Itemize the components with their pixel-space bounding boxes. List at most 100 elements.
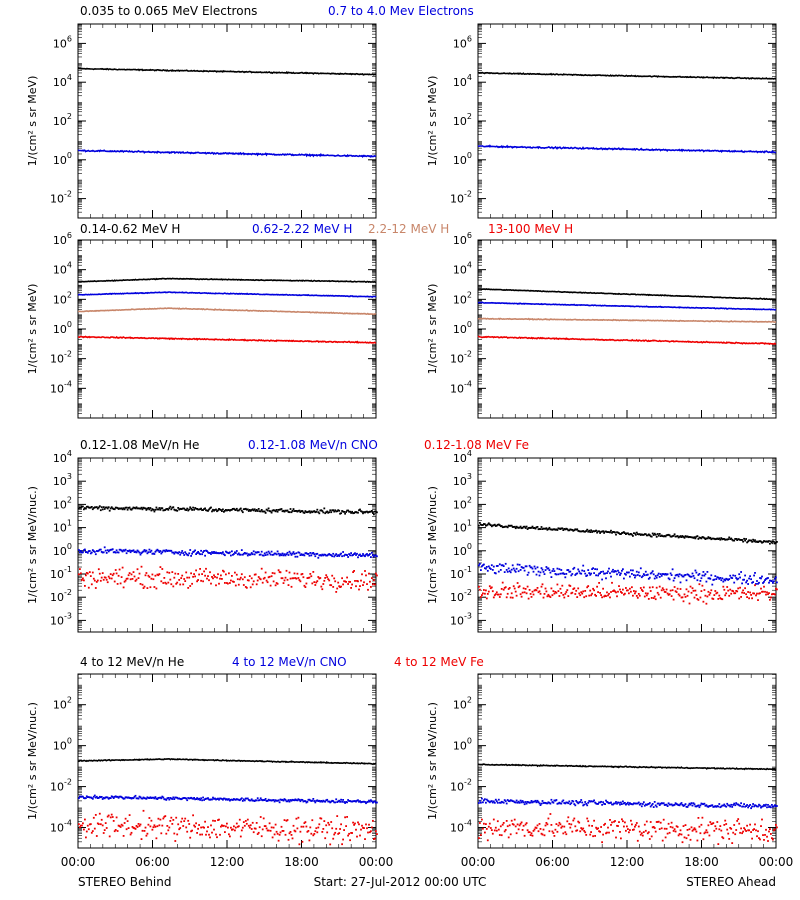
data-point: [490, 800, 493, 802]
data-point: [326, 576, 329, 578]
data-point: [663, 804, 666, 806]
data-point: [759, 540, 761, 542]
data-point: [706, 571, 709, 573]
data-point: [335, 553, 338, 555]
data-point: [230, 798, 232, 801]
data-point: [511, 596, 514, 599]
data-point: [644, 533, 647, 536]
data-point: [629, 533, 631, 536]
data-point: [228, 572, 230, 575]
data-point: [257, 508, 260, 510]
data-point: [511, 526, 514, 528]
data-point: [506, 592, 509, 595]
data-point: [275, 799, 278, 802]
data-point: [202, 580, 204, 583]
data-point: [110, 813, 113, 816]
data-point: [568, 800, 571, 803]
data-point: [737, 577, 740, 580]
data-point: [553, 799, 556, 802]
data-point: [223, 797, 225, 800]
data-point: [498, 834, 501, 836]
data-point: [744, 574, 746, 577]
data-point: [79, 826, 81, 829]
data-point: [563, 802, 566, 804]
data-point: [355, 828, 357, 831]
data-point: [574, 593, 577, 595]
data-point: [149, 796, 152, 799]
data-point: [131, 578, 134, 580]
data-point: [336, 815, 339, 817]
data-point: [345, 553, 347, 556]
data-point: [103, 576, 106, 579]
data-point: [516, 801, 519, 804]
data-point: [741, 591, 743, 594]
data-point: [258, 577, 261, 580]
data-point: [636, 533, 639, 535]
data-point: [505, 525, 508, 528]
data-point: [487, 800, 490, 803]
data-point: [748, 829, 750, 832]
data-point: [610, 529, 612, 532]
data-point: [231, 508, 233, 511]
data-point: [228, 509, 230, 511]
data-point: [240, 509, 243, 512]
data-point: [367, 511, 369, 514]
data-point: [266, 553, 269, 556]
data-point: [497, 828, 500, 831]
data-point: [632, 569, 634, 572]
data-point: [654, 598, 657, 601]
data-point: [719, 806, 722, 809]
data-point: [360, 828, 362, 831]
data-point: [642, 586, 645, 589]
data-point: [582, 827, 585, 830]
data-point: [283, 819, 286, 821]
data-point: [112, 797, 115, 799]
data-point: [300, 573, 303, 576]
data-point: [129, 833, 132, 836]
data-point: [654, 830, 657, 833]
x-tick-label: 18:00: [284, 855, 319, 869]
data-point: [734, 804, 737, 807]
data-point: [703, 832, 706, 835]
data-point: [225, 550, 227, 553]
data-point: [518, 563, 521, 566]
data-point: [235, 507, 238, 510]
data-point: [265, 827, 268, 830]
data-point: [234, 571, 236, 574]
data-point: [356, 799, 358, 802]
data-point: [675, 825, 678, 828]
y-tick-label: 104: [53, 449, 72, 465]
data-point: [192, 814, 194, 817]
data-point: [561, 527, 564, 530]
data-point: [339, 586, 341, 588]
data-point: [724, 579, 727, 582]
data-point: [683, 536, 686, 539]
series-line: [477, 301, 777, 311]
data-point: [484, 523, 486, 526]
data-point: [480, 801, 482, 804]
data-point: [729, 588, 732, 591]
data-point: [151, 552, 154, 555]
data-point: [733, 592, 736, 595]
data-point: [550, 587, 553, 590]
data-point: [637, 571, 640, 574]
data-point: [104, 796, 107, 799]
data-point: [546, 802, 549, 805]
data-point: [681, 596, 684, 599]
data-point: [279, 571, 282, 574]
data-point: [130, 508, 133, 511]
data-point: [624, 821, 626, 824]
data-point: [483, 799, 485, 802]
data-point: [149, 507, 152, 509]
data-point: [663, 827, 666, 830]
data-point: [716, 537, 719, 540]
data-point: [115, 796, 118, 798]
data-point: [320, 800, 323, 802]
data-point: [533, 828, 536, 831]
data-point: [618, 532, 620, 535]
data-point: [691, 804, 694, 807]
data-point: [328, 823, 331, 826]
data-point: [291, 510, 294, 512]
data-point: [288, 832, 291, 835]
data-point: [201, 509, 203, 511]
